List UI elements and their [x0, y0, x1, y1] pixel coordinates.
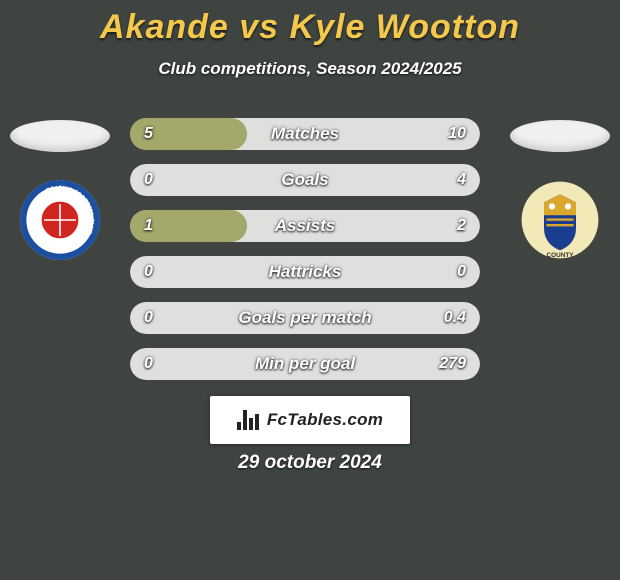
- stat-bars: 510Matches 04Goals 12Assists 00Hattricks 00.…: [130, 118, 480, 380]
- crest-right-svg: COUNTY: [520, 180, 600, 260]
- brand-box: FcTables.com: [210, 396, 410, 444]
- svg-text:COUNTY: COUNTY: [547, 252, 575, 259]
- stat-bar: 12Assists: [130, 210, 480, 242]
- bar-fill: [130, 210, 247, 242]
- stat-bar: 00Hattricks: [130, 256, 480, 288]
- bar-track: [130, 302, 480, 334]
- stat-bar: 0279Min per goal: [130, 348, 480, 380]
- bar-track: [130, 348, 480, 380]
- crest-left-svg: READING FOOTBALL CLUB: [20, 180, 100, 260]
- stat-bar: 510Matches: [130, 118, 480, 150]
- bar-fill: [130, 118, 247, 150]
- brand-text: FcTables.com: [267, 410, 383, 430]
- player-right-crest: COUNTY: [520, 180, 600, 260]
- bar-track: [130, 256, 480, 288]
- player-right-column: COUNTY: [505, 120, 615, 260]
- page-title: Akande vs Kyle Wootton: [0, 0, 620, 47]
- player-left-column: READING FOOTBALL CLUB: [5, 120, 115, 260]
- player-left-crest: READING FOOTBALL CLUB: [20, 180, 100, 260]
- date: 29 october 2024: [0, 452, 620, 474]
- player-right-silhouette: [510, 120, 610, 152]
- stat-bar: 04Goals: [130, 164, 480, 196]
- barchart-icon: [237, 410, 261, 430]
- comparison-infographic: Akande vs Kyle Wootton Club competitions…: [0, 0, 620, 580]
- subtitle: Club competitions, Season 2024/2025: [0, 59, 620, 79]
- bar-track: [130, 164, 480, 196]
- stat-bar: 00.4Goals per match: [130, 302, 480, 334]
- player-left-silhouette: [10, 120, 110, 152]
